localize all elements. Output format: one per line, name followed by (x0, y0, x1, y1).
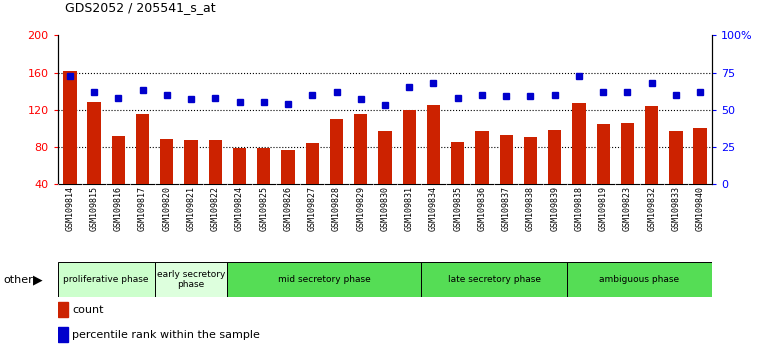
Text: GSM109827: GSM109827 (308, 187, 316, 232)
Bar (88, 102, 101, 184)
Bar (669, 131, 682, 184)
Text: ▶: ▶ (33, 273, 43, 286)
Text: GSM109814: GSM109814 (65, 187, 75, 232)
Bar (451, 142, 464, 184)
Bar (136, 114, 149, 184)
Text: GSM109817: GSM109817 (138, 187, 147, 232)
Bar (421, 262, 567, 297)
Text: late secretory phase: late secretory phase (447, 275, 541, 284)
Bar (227, 262, 421, 297)
Bar (500, 135, 513, 184)
Bar (281, 150, 295, 184)
Bar (567, 262, 712, 297)
Text: GSM109818: GSM109818 (574, 187, 584, 232)
Bar (330, 119, 343, 184)
Text: GSM109839: GSM109839 (551, 187, 559, 232)
Bar (155, 262, 227, 297)
Bar (378, 131, 392, 184)
Text: GSM109816: GSM109816 (114, 187, 123, 232)
Text: GSM109823: GSM109823 (623, 187, 632, 232)
Bar (572, 103, 586, 184)
Text: GSM109835: GSM109835 (454, 187, 462, 232)
Bar (548, 130, 561, 184)
Bar (694, 128, 707, 184)
Text: early secretory
phase: early secretory phase (157, 270, 226, 289)
Text: count: count (72, 305, 104, 315)
Text: GSM109830: GSM109830 (380, 187, 390, 232)
Bar (209, 141, 222, 184)
Text: GSM109826: GSM109826 (283, 187, 293, 232)
Bar (160, 139, 173, 184)
Bar (403, 110, 416, 184)
Text: GSM109824: GSM109824 (235, 187, 244, 232)
Text: GSM109834: GSM109834 (429, 187, 438, 232)
Text: GSM109815: GSM109815 (89, 187, 99, 232)
Bar (524, 137, 537, 184)
Bar (621, 123, 634, 184)
Text: GSM109840: GSM109840 (695, 187, 705, 232)
Bar (63, 71, 76, 184)
Text: other: other (4, 275, 34, 285)
Text: GSM109833: GSM109833 (671, 187, 681, 232)
Text: ambiguous phase: ambiguous phase (600, 275, 680, 284)
Text: GSM109828: GSM109828 (332, 187, 341, 232)
Text: mid secretory phase: mid secretory phase (278, 275, 371, 284)
Text: GSM109821: GSM109821 (186, 187, 196, 232)
Bar (475, 131, 489, 184)
Bar (597, 124, 610, 184)
Text: GSM109819: GSM109819 (598, 187, 608, 232)
Bar (58, 302, 68, 317)
Bar (58, 327, 68, 342)
Bar (112, 136, 125, 184)
Text: GSM109836: GSM109836 (477, 187, 487, 232)
Text: percentile rank within the sample: percentile rank within the sample (72, 330, 260, 339)
Bar (354, 114, 367, 184)
Text: GSM109837: GSM109837 (502, 187, 511, 232)
Bar (58, 262, 155, 297)
Bar (306, 143, 319, 184)
Text: GSM109831: GSM109831 (405, 187, 413, 232)
Text: GSM109822: GSM109822 (211, 187, 219, 232)
Bar (427, 105, 440, 184)
Text: GSM109838: GSM109838 (526, 187, 535, 232)
Text: GSM109829: GSM109829 (357, 187, 365, 232)
Text: proliferative phase: proliferative phase (63, 275, 149, 284)
Bar (184, 141, 198, 184)
Bar (233, 148, 246, 184)
Bar (257, 148, 270, 184)
Text: GSM109825: GSM109825 (259, 187, 268, 232)
Bar (645, 106, 658, 184)
Text: GSM109832: GSM109832 (647, 187, 656, 232)
Text: GSM109820: GSM109820 (162, 187, 172, 232)
Text: GDS2052 / 205541_s_at: GDS2052 / 205541_s_at (65, 1, 216, 14)
